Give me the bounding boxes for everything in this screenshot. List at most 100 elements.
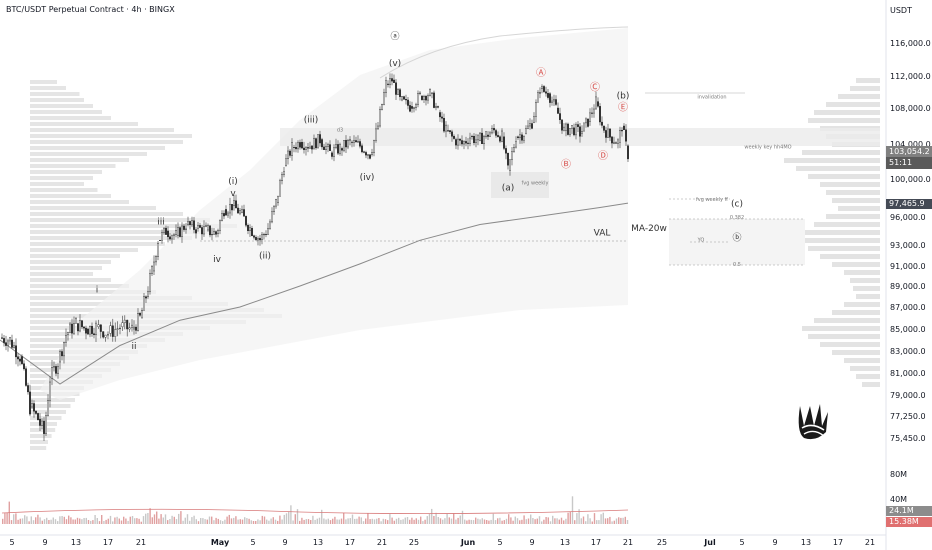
volume-bar [472,520,475,524]
volume-bar [565,518,567,524]
price-tick-label: 112,000.0 [890,72,931,81]
volume-bar [400,519,402,524]
candle-body [613,142,616,144]
last-price-tag: 103,054.2 [886,146,932,158]
candle-body [619,129,622,143]
candle-body [373,140,376,153]
candle-body [182,225,185,230]
candle-body [529,123,532,127]
time-tick-label: 5 [497,538,502,547]
volume-bar [378,518,380,524]
volume-bar [191,517,193,524]
candle-body [437,106,440,108]
candle-body [118,327,121,330]
candle-body [361,145,364,153]
candle-body [273,205,276,213]
candle-body [395,82,398,95]
volume-profile-bar-right [808,118,880,123]
price-tick-label: 96,000.0 [890,213,926,222]
volume-bar [219,520,222,524]
volume-profile-bar-right [808,246,880,251]
price-tick-label: 93,000.0 [890,241,926,250]
time-tick-label: 17 [345,538,355,547]
candle-body [220,213,223,221]
time-tick-label: 21 [136,538,146,547]
candle-body [551,100,554,103]
volume-bar [486,520,488,524]
volume-bar [149,508,151,524]
volume-profile-bar-right [814,110,880,115]
candle-body [479,132,482,141]
candle-body [349,139,352,141]
candle-body [467,142,470,144]
candle-body [557,107,560,114]
volume-bar [103,521,105,524]
volume-bar [367,513,369,524]
volume-bar [235,516,237,524]
volume-bar [439,518,442,524]
ma-20w-line [0,202,629,385]
candle-body [417,93,420,105]
volume-bar [228,514,230,524]
volume-bar [461,510,464,524]
time-tick-label: 17 [833,538,843,547]
volume-bar [255,521,257,524]
candles-layer [1,73,630,441]
volume-bar [46,517,48,524]
wave-label: (v) [389,59,401,69]
candle-body [545,91,548,94]
price-tick-label: 108,000.0 [890,104,931,113]
volume-ma-line [1,508,629,514]
candle-body [114,329,117,337]
candle-body [132,326,135,330]
volume-profile-bar [30,116,111,120]
time-tick-label: May [211,538,230,547]
price-tick-label: 81,000.0 [890,369,926,378]
volume-bar [153,514,156,524]
volume-bar [582,516,585,524]
candle-body [527,125,530,129]
candle-body [19,358,22,362]
candle-body [23,363,26,370]
price-tick-label: 87,000.0 [890,303,926,312]
candle-body [166,230,169,238]
candle-body [248,227,251,232]
volume-bar [532,518,534,524]
volume-bar [569,511,571,524]
volume-profile-bar-right [844,270,880,275]
volume-bar [202,518,204,524]
volume-profile-bar-right [832,310,880,315]
volume-bar [404,517,406,524]
volume-bar [81,519,83,524]
volume-profile-bar [30,92,80,96]
volume-bar [433,516,435,524]
candle-body [547,92,550,98]
volume-bar [301,517,303,524]
candle-body [325,146,328,150]
candle-body [461,140,464,145]
candle-body [607,128,610,138]
volume-bar [274,519,277,524]
volume-profile-bar [30,212,183,216]
currency-label[interactable]: USDT [890,6,912,15]
volume-profile-bar [30,248,138,252]
candle-body [109,325,112,334]
wave-label: fvg weekly [522,181,549,187]
volume-profile-bar-right [814,222,880,227]
volume-bar [545,517,547,524]
candle-body [14,345,17,358]
volume-bar [459,515,461,524]
volume-profile-bar [30,446,47,450]
volume-layer [1,496,629,524]
wave-label: ii [131,342,136,352]
candle-body [609,128,612,138]
candle-body [497,135,500,137]
candle-body [180,225,183,237]
volume-bar [580,518,582,524]
price-tick-label: 77,250.0 [890,412,926,421]
volume-bar [257,519,259,524]
candle-body [577,124,580,127]
candle-body [451,131,454,137]
candle-body [291,142,294,156]
candle-body [441,116,444,119]
